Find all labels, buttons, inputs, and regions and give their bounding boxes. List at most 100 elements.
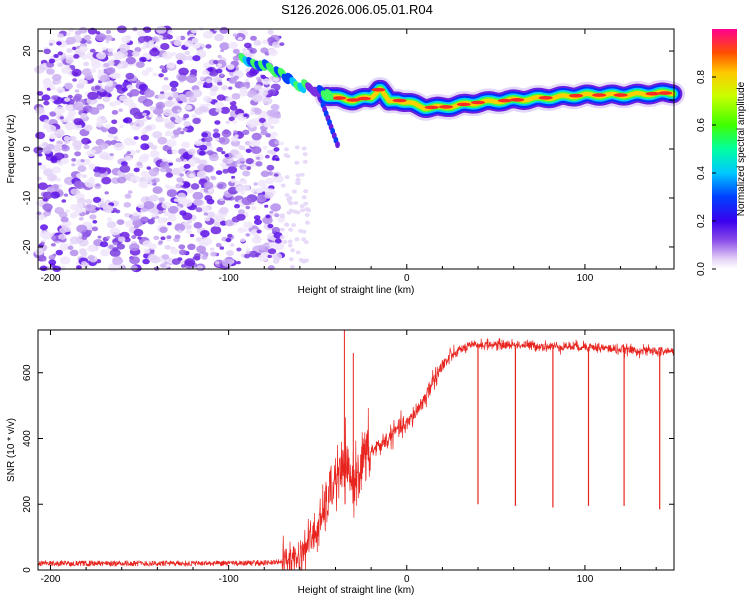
spectrogram-peak [392, 98, 407, 103]
spectrogram-noise-blob [38, 255, 47, 262]
spectrogram-noise-blob [190, 28, 198, 34]
spectrogram-noise-blob [59, 116, 64, 120]
figure-title: S126.2026.006.05.01.R04 [281, 2, 433, 17]
spectrogram-noise-blob [128, 149, 136, 156]
spectrogram-noise-blob [64, 97, 71, 102]
spectrogram-peak [592, 93, 607, 97]
spectrogram-noise-blob [170, 40, 175, 44]
spectrogram-x-tick-label: 100 [577, 273, 594, 284]
spectrogram-noise-blob [242, 170, 251, 177]
spectrogram-noise-blob [246, 119, 257, 128]
spectrogram-peak [645, 91, 660, 96]
spectrogram-noise-blob [196, 265, 204, 271]
spectrogram-noise-blob [143, 248, 151, 254]
spectrogram-noise-blob [294, 160, 300, 165]
spectrogram-noise-blob [157, 93, 166, 100]
spectrogram-noise-blob [181, 141, 191, 149]
spectrogram-noise-blob [265, 177, 274, 185]
spectrogram-noise-blob [196, 237, 202, 242]
spectrogram-noise-blob [251, 146, 262, 155]
spectrogram-noise-blob [207, 188, 213, 193]
spectrogram-noise-blob [50, 235, 56, 240]
spectrogram-noise-blob [40, 224, 48, 231]
spectrogram-noise-blob [180, 55, 188, 61]
spectrogram-noise-blob [250, 205, 257, 211]
spectrogram-noise-blob [195, 207, 203, 213]
spectrogram-noise-blob [196, 49, 207, 57]
spectrogram-noise-blob [72, 140, 83, 148]
spectrogram-noise-blob [43, 119, 50, 124]
spectrogram-noise-blob [41, 94, 51, 101]
spectrogram-noise-blob [46, 87, 52, 91]
spectrogram-noise-blob [64, 122, 76, 131]
spectrogram-noise-blob [239, 86, 248, 93]
spectrogram-noise-blob [78, 78, 87, 85]
spectrogram-peak [371, 87, 386, 92]
spectrogram-noise-blob [78, 26, 88, 34]
spectrogram-noise-blob [126, 84, 134, 90]
spectrogram-noise-blob [168, 205, 179, 214]
spectrogram-noise-blob [221, 129, 232, 138]
spectrogram-noise-blob [274, 140, 280, 145]
spectrogram-noise-blob [59, 256, 71, 265]
spectrogram-noise-blob [52, 144, 63, 152]
spectrogram-noise-blob [226, 250, 234, 257]
spectrogram-noise-blob [135, 149, 141, 153]
spectrogram-noise-blob [48, 254, 56, 261]
spectrogram-noise-blob [138, 83, 148, 91]
spectrogram-noise-blob [164, 212, 169, 217]
spectrogram-noise-blob [134, 119, 145, 128]
spectrogram-noise-blob [84, 124, 93, 132]
spectrogram-noise-blob [288, 257, 294, 262]
spectrogram-noise-blob [237, 209, 245, 215]
spectrogram-noise-blob [301, 229, 307, 234]
spectrogram-noise-blob [226, 64, 235, 70]
spectrogram-noise-blob [170, 87, 177, 92]
spectrogram-noise-blob [124, 155, 132, 162]
spectrogram-noise-blob [179, 35, 186, 41]
spectrogram-noise-blob [88, 164, 96, 170]
spectrogram-noise-blob [99, 74, 110, 83]
spectrogram-noise-blob [164, 100, 174, 108]
spectrogram-noise-blob [95, 183, 101, 187]
colorbar-tick-label: 0.4 [696, 166, 707, 180]
spectrogram-noise-blob [182, 127, 188, 132]
spectrogram-noise-blob [54, 106, 66, 115]
spectrogram-peak [613, 93, 628, 97]
spectrogram-noise-blob [301, 237, 307, 242]
spectrogram-noise-blob [112, 51, 124, 60]
spectrogram-noise-blob [300, 208, 305, 213]
spectrogram-noise-blob [286, 197, 292, 202]
spectrogram-noise-blob [127, 190, 133, 194]
spectrogram-noise-blob [264, 204, 269, 208]
spectrogram-noise-blob [201, 255, 208, 260]
spectrogram-noise-blob [91, 226, 99, 232]
spectrogram-noise-blob [102, 204, 114, 213]
spectrogram-noise-blob [245, 148, 252, 153]
spectrogram-noise-blob [80, 112, 88, 119]
spectrogram-noise-blob [77, 232, 83, 237]
spectrogram-noise-blob [41, 231, 52, 240]
spectrogram-noise-blob [196, 80, 204, 86]
spectrogram-noise-blob [262, 39, 269, 45]
spectrogram-noise-blob [116, 243, 126, 250]
spectrogram-noise-blob [109, 227, 121, 236]
spectrogram-noise-blob [251, 132, 262, 141]
spectrogram-noise-blob [91, 149, 97, 154]
spectrogram-noise-blob [258, 244, 266, 251]
spectrogram-noise-blob [174, 223, 186, 232]
spectrogram-noise-blob [274, 238, 282, 244]
snr-y-ticks: 0 200 400 600 [22, 364, 674, 573]
spectrogram-noise-blob [49, 42, 54, 46]
spectrogram-noise-blob [272, 174, 284, 183]
spectrogram-noise-blob [87, 27, 98, 35]
spectrogram-noise-blob [222, 158, 229, 163]
spectrogram-noise-blob [206, 78, 212, 84]
spectrogram-noise-blob [100, 249, 110, 257]
spectrogram-noise-blob [244, 42, 252, 49]
spectrogram-noise-blob [119, 43, 130, 52]
spectrogram-noise-blob [260, 129, 268, 136]
spectrogram-noise-blob [305, 220, 310, 225]
spectrogram-noise-blob [236, 261, 241, 265]
